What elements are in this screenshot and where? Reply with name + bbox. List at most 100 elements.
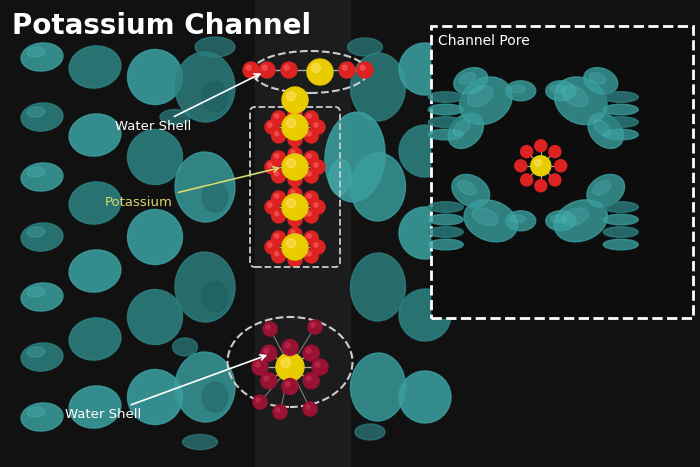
Ellipse shape [603,92,638,102]
Circle shape [274,212,279,216]
Ellipse shape [459,77,512,125]
Circle shape [288,107,302,121]
Text: Water Shell: Water Shell [115,74,260,134]
Ellipse shape [603,202,638,212]
Circle shape [265,200,279,214]
Circle shape [534,159,541,166]
Ellipse shape [27,227,45,237]
Ellipse shape [329,160,351,194]
Ellipse shape [195,37,235,57]
Ellipse shape [21,163,63,191]
Circle shape [290,215,295,219]
Circle shape [286,92,295,101]
Ellipse shape [351,353,405,421]
Circle shape [272,111,286,125]
Ellipse shape [202,382,228,412]
Ellipse shape [546,211,575,231]
Circle shape [314,203,318,207]
Circle shape [307,234,312,238]
Circle shape [276,353,304,381]
Circle shape [288,133,302,147]
Circle shape [304,209,318,223]
Circle shape [304,249,318,263]
Circle shape [282,234,308,260]
Circle shape [266,325,270,329]
Ellipse shape [351,53,405,121]
Ellipse shape [172,338,197,356]
Text: Potassium: Potassium [105,167,279,208]
Circle shape [272,151,286,165]
Circle shape [264,348,269,353]
Circle shape [243,62,259,78]
Ellipse shape [175,152,235,222]
Circle shape [311,240,325,254]
Ellipse shape [21,283,63,311]
Ellipse shape [428,214,463,225]
Ellipse shape [472,208,498,226]
Circle shape [290,190,295,194]
Circle shape [272,209,286,223]
Circle shape [268,203,272,207]
Circle shape [285,343,290,347]
Ellipse shape [69,386,121,428]
Circle shape [304,151,318,165]
Ellipse shape [589,73,606,84]
Ellipse shape [603,214,638,225]
Circle shape [290,150,295,155]
Circle shape [274,172,279,176]
Ellipse shape [505,211,536,231]
Circle shape [274,234,279,238]
Circle shape [288,148,302,162]
Ellipse shape [428,202,463,212]
Circle shape [311,120,325,134]
Circle shape [307,132,312,136]
Circle shape [290,176,295,180]
Ellipse shape [458,181,476,195]
Circle shape [339,62,355,78]
Ellipse shape [448,113,484,149]
Circle shape [288,187,302,201]
Ellipse shape [160,109,190,125]
Ellipse shape [127,129,183,184]
Circle shape [290,135,295,140]
Ellipse shape [399,289,451,341]
Ellipse shape [452,174,489,207]
Circle shape [308,320,322,334]
Ellipse shape [428,117,463,127]
Ellipse shape [546,81,575,101]
Circle shape [315,362,320,367]
Circle shape [282,340,298,355]
Circle shape [314,163,318,167]
Ellipse shape [603,117,638,127]
Text: Channel Pore: Channel Pore [438,34,531,48]
Circle shape [274,194,279,198]
Ellipse shape [399,43,451,95]
Ellipse shape [27,107,45,117]
Ellipse shape [351,153,405,221]
Circle shape [268,243,272,247]
Ellipse shape [127,50,183,105]
Ellipse shape [428,239,463,250]
Circle shape [290,110,295,114]
Ellipse shape [588,113,624,149]
Ellipse shape [454,68,488,94]
Circle shape [282,378,298,395]
Ellipse shape [351,253,405,321]
Circle shape [268,163,272,167]
Circle shape [307,172,312,176]
FancyBboxPatch shape [430,26,693,318]
Circle shape [286,159,295,168]
Circle shape [265,120,279,134]
Ellipse shape [175,252,235,322]
Circle shape [264,376,269,381]
Ellipse shape [399,125,451,177]
Circle shape [272,169,286,183]
Ellipse shape [510,215,525,223]
Ellipse shape [127,210,183,264]
Ellipse shape [554,200,608,242]
Ellipse shape [428,129,463,140]
Ellipse shape [587,174,624,207]
Circle shape [549,146,561,158]
Circle shape [253,395,267,409]
Circle shape [259,62,275,78]
